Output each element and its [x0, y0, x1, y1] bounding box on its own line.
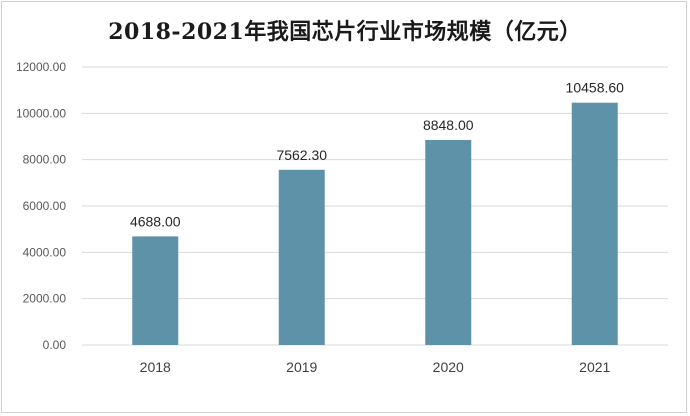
y-tick-label: 6000.00 — [23, 199, 67, 213]
bar — [425, 140, 472, 345]
data-label: 7562.30 — [276, 147, 327, 163]
data-labels: 4688.00 7562.30 8848.00 10458.60 — [130, 80, 624, 230]
bars — [132, 102, 618, 345]
y-tick-label: 4000.00 — [23, 245, 67, 259]
y-tick-label: 10000.00 — [16, 106, 66, 120]
data-label: 10458.60 — [566, 80, 625, 96]
data-label: 4688.00 — [130, 213, 181, 229]
y-tick-label: 12000.00 — [16, 60, 66, 74]
x-tick-label: 2019 — [286, 359, 317, 375]
x-axis-ticks: 2018 2019 2020 2021 — [140, 359, 611, 375]
gridlines — [82, 66, 668, 346]
y-tick-label: 8000.00 — [23, 153, 67, 167]
x-tick-label: 2020 — [433, 359, 464, 375]
data-label: 8848.00 — [423, 117, 474, 133]
y-axis-ticks: 0.00 2000.00 4000.00 6000.00 8000.00 10000.00… — [16, 60, 66, 352]
x-tick-label: 2021 — [579, 359, 610, 375]
y-tick-label: 0.00 — [43, 338, 67, 352]
bar — [278, 169, 325, 345]
bar — [571, 102, 618, 345]
bar — [132, 236, 179, 345]
chart-title: 2018-2021年我国芯片行业市场规模（亿元） — [108, 19, 582, 45]
y-tick-label: 2000.00 — [23, 292, 67, 306]
x-tick-label: 2018 — [140, 359, 171, 375]
